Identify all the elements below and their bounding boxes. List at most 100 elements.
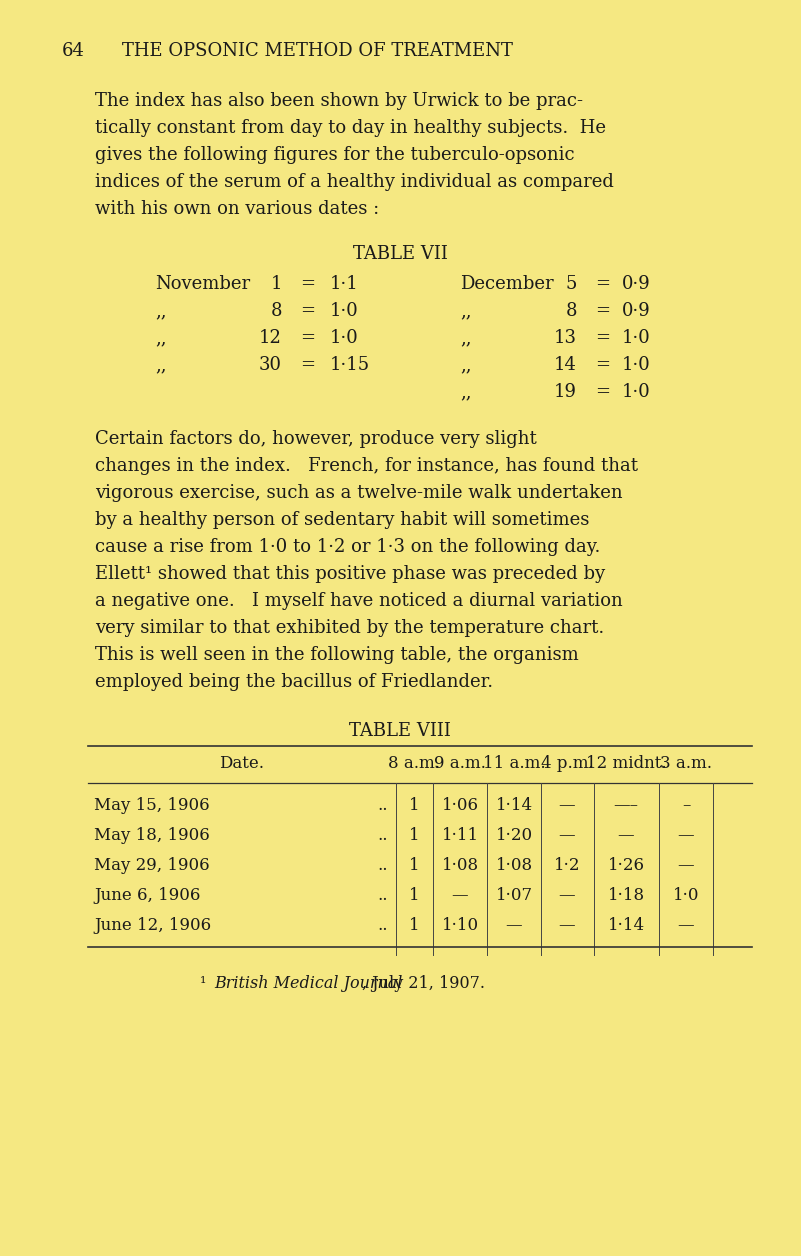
Text: 12: 12 [260, 329, 282, 347]
Text: very similar to that exhibited by the temperature chart.: very similar to that exhibited by the te… [95, 619, 604, 637]
Text: —: — [558, 826, 575, 844]
Text: 1·20: 1·20 [496, 826, 533, 844]
Text: 1·0: 1·0 [622, 383, 650, 401]
Text: 1·0: 1·0 [673, 887, 699, 904]
Text: Date.: Date. [219, 755, 264, 772]
Text: 12 midnt.: 12 midnt. [586, 755, 666, 772]
Text: —–: —– [614, 798, 638, 814]
Text: =: = [300, 355, 316, 374]
Text: —: — [558, 887, 575, 904]
Text: 1·08: 1·08 [496, 857, 533, 874]
Text: =: = [595, 383, 610, 401]
Text: employed being the bacillus of Friedlander.: employed being the bacillus of Friedland… [95, 673, 493, 691]
Text: =: = [300, 329, 316, 347]
Text: 1·10: 1·10 [441, 917, 478, 934]
Text: 1·0: 1·0 [622, 329, 650, 347]
Text: 8 a.m.: 8 a.m. [388, 755, 440, 772]
Text: 1·07: 1·07 [496, 887, 533, 904]
Text: 1·14: 1·14 [607, 917, 645, 934]
Text: 1: 1 [409, 826, 419, 844]
Text: 1: 1 [271, 275, 282, 293]
Text: cause a rise from 1·0 to 1·2 or 1·3 on the following day.: cause a rise from 1·0 to 1·2 or 1·3 on t… [95, 538, 601, 556]
Text: =: = [300, 275, 316, 293]
Text: 30: 30 [259, 355, 282, 374]
Text: ,,: ,, [155, 355, 167, 374]
Text: 1·0: 1·0 [622, 355, 650, 374]
Text: ..: .. [377, 857, 388, 874]
Text: a negative one.   I myself have noticed a diurnal variation: a negative one. I myself have noticed a … [95, 592, 622, 610]
Text: ,,: ,, [460, 383, 472, 401]
Text: ..: .. [377, 917, 388, 934]
Text: =: = [300, 301, 316, 320]
Text: TABLE VIII: TABLE VIII [349, 722, 451, 740]
Text: November: November [155, 275, 250, 293]
Text: ..: .. [377, 887, 388, 904]
Text: ..: .. [377, 826, 388, 844]
Text: 1·06: 1·06 [441, 798, 478, 814]
Text: —: — [505, 917, 522, 934]
Text: —: — [452, 887, 469, 904]
Text: ,,: ,, [460, 355, 472, 374]
Text: British Medical Journal: British Medical Journal [214, 975, 402, 992]
Text: June 12, 1906: June 12, 1906 [94, 917, 211, 934]
Text: THE OPSONIC METHOD OF TREATMENT: THE OPSONIC METHOD OF TREATMENT [122, 41, 513, 60]
Text: 8: 8 [271, 301, 282, 320]
Text: =: = [595, 301, 610, 320]
Text: —: — [618, 826, 634, 844]
Text: 0·9: 0·9 [622, 275, 650, 293]
Text: 0·9: 0·9 [622, 301, 650, 320]
Text: 1·26: 1·26 [607, 857, 645, 874]
Text: —: — [678, 826, 694, 844]
Text: 19: 19 [554, 383, 577, 401]
Text: by a healthy person of sedentary habit will sometimes: by a healthy person of sedentary habit w… [95, 511, 590, 529]
Text: 11 a.m.: 11 a.m. [483, 755, 545, 772]
Text: —: — [678, 917, 694, 934]
Text: vigorous exercise, such as a twelve-mile walk undertaken: vigorous exercise, such as a twelve-mile… [95, 484, 622, 502]
Text: This is well seen in the following table, the organism: This is well seen in the following table… [95, 646, 579, 664]
Text: May 29, 1906: May 29, 1906 [94, 857, 210, 874]
Text: June 6, 1906: June 6, 1906 [94, 887, 200, 904]
Text: 64: 64 [62, 41, 85, 60]
Text: 9 a.m.: 9 a.m. [434, 755, 486, 772]
Text: 14: 14 [554, 355, 577, 374]
Text: 1·11: 1·11 [441, 826, 478, 844]
Text: 1·0: 1·0 [330, 301, 359, 320]
Text: —: — [558, 798, 575, 814]
Text: 3 a.m.: 3 a.m. [660, 755, 712, 772]
Text: 1·15: 1·15 [330, 355, 370, 374]
Text: TABLE VII: TABLE VII [352, 245, 448, 263]
Text: 1·0: 1·0 [330, 329, 359, 347]
Text: 1: 1 [409, 857, 419, 874]
Text: changes in the index.   French, for instance, has found that: changes in the index. French, for instan… [95, 457, 638, 475]
Text: =: = [595, 329, 610, 347]
Text: gives the following figures for the tuberculo-opsonic: gives the following figures for the tube… [95, 146, 574, 165]
Text: ,,: ,, [155, 329, 167, 347]
Text: May 15, 1906: May 15, 1906 [94, 798, 210, 814]
Text: 1: 1 [409, 887, 419, 904]
Text: ..: .. [377, 798, 388, 814]
Text: 4 p.m.: 4 p.m. [541, 755, 594, 772]
Text: indices of the serum of a healthy individual as compared: indices of the serum of a healthy indivi… [95, 173, 614, 191]
Text: The index has also been shown by Urwick to be prac-: The index has also been shown by Urwick … [95, 92, 583, 111]
Text: –: – [682, 798, 690, 814]
Text: 13: 13 [554, 329, 577, 347]
Text: 8: 8 [566, 301, 577, 320]
Text: May 18, 1906: May 18, 1906 [94, 826, 210, 844]
Text: —: — [678, 857, 694, 874]
Text: with his own on various dates :: with his own on various dates : [95, 200, 379, 219]
Text: 1: 1 [409, 917, 419, 934]
Text: 5: 5 [566, 275, 577, 293]
Text: =: = [595, 355, 610, 374]
Text: 1·14: 1·14 [496, 798, 533, 814]
Text: ,,: ,, [460, 329, 472, 347]
Text: December: December [460, 275, 553, 293]
Text: 1·18: 1·18 [607, 887, 645, 904]
Text: ,,: ,, [460, 301, 472, 320]
Text: 1·08: 1·08 [441, 857, 478, 874]
Text: 1·1: 1·1 [330, 275, 359, 293]
Text: Certain factors do, however, produce very slight: Certain factors do, however, produce ver… [95, 430, 537, 448]
Text: tically constant from day to day in healthy subjects.  He: tically constant from day to day in heal… [95, 119, 606, 137]
Text: Ellett¹ showed that this positive phase was preceded by: Ellett¹ showed that this positive phase … [95, 565, 605, 583]
Text: 1: 1 [409, 798, 419, 814]
Text: 1·2: 1·2 [553, 857, 580, 874]
